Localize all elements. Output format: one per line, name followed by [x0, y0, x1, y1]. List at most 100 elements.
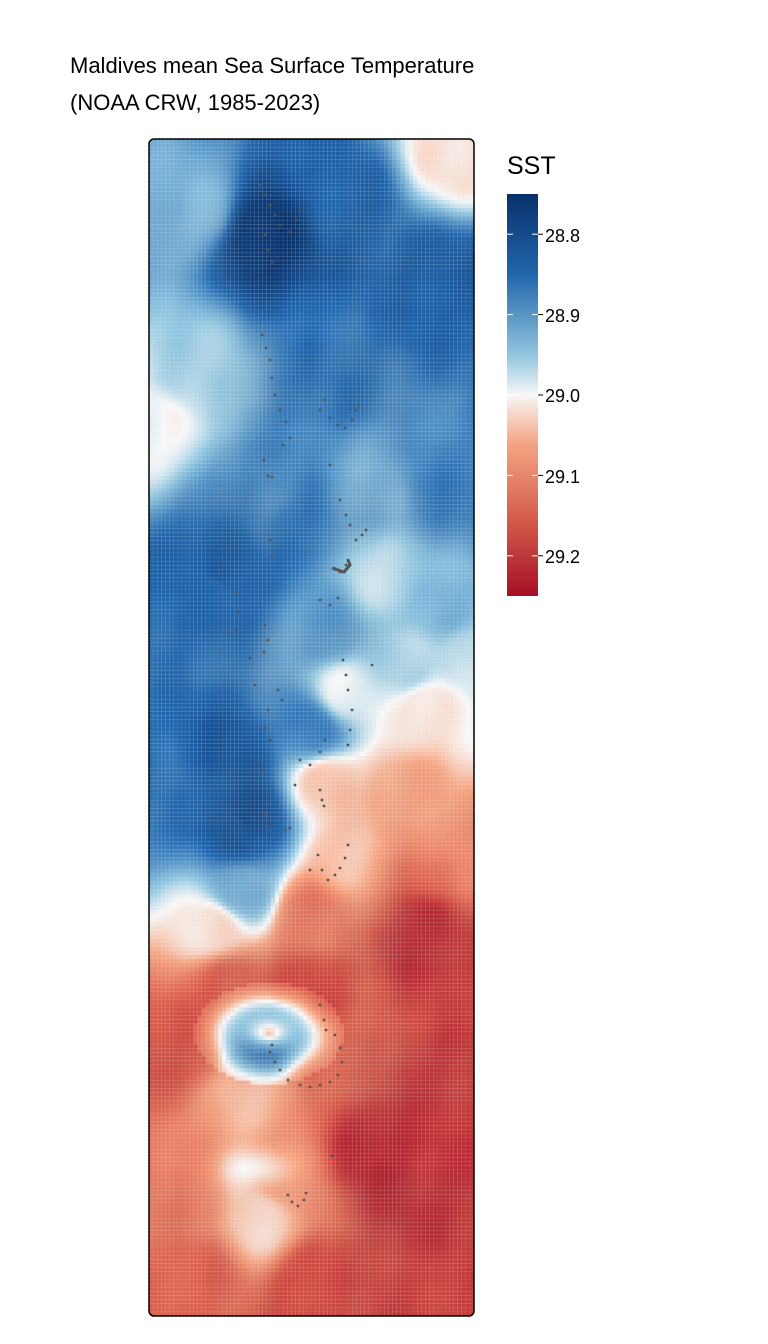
- heatmap-cell: [393, 167, 397, 171]
- heatmap-cell: [324, 192, 328, 196]
- heatmap-cell: [417, 232, 421, 236]
- heatmap-cell: [169, 257, 173, 261]
- heatmap-cell: [320, 240, 324, 244]
- heatmap-cell: [218, 261, 222, 265]
- heatmap-cell: [247, 143, 251, 147]
- heatmap-cell: [429, 297, 433, 301]
- heatmap-cell: [153, 257, 157, 261]
- heatmap-cell: [242, 273, 246, 277]
- heatmap-cell: [190, 314, 194, 318]
- heatmap-cell: [190, 204, 194, 208]
- heatmap-cell: [234, 224, 238, 228]
- heatmap-cell: [316, 143, 320, 147]
- heatmap-cell: [186, 293, 190, 297]
- heatmap-cell: [340, 163, 344, 167]
- heatmap-cell: [437, 232, 441, 236]
- heatmap-cell: [421, 220, 425, 224]
- heatmap-cell: [368, 236, 372, 240]
- heatmap-cell: [194, 184, 198, 188]
- heatmap-cell: [259, 240, 263, 244]
- heatmap-cell: [198, 212, 202, 216]
- heatmap-cell: [393, 309, 397, 313]
- heatmap-cell: [165, 318, 169, 322]
- heatmap-cell: [295, 245, 299, 249]
- heatmap-cell: [194, 216, 198, 220]
- heatmap-cell: [271, 192, 275, 196]
- heatmap-cell: [206, 204, 210, 208]
- heatmap-cell: [283, 314, 287, 318]
- heatmap-cell: [413, 273, 417, 277]
- heatmap-cell: [446, 301, 450, 305]
- heatmap-cell: [303, 200, 307, 204]
- heatmap-cell: [316, 289, 320, 293]
- heatmap-cell: [425, 261, 429, 265]
- heatmap-cell: [425, 228, 429, 232]
- heatmap-cell: [263, 309, 267, 313]
- heatmap-cell: [324, 180, 328, 184]
- heatmap-cell: [186, 305, 190, 309]
- heatmap-cell: [368, 167, 372, 171]
- heatmap-cell: [401, 232, 405, 236]
- heatmap-cell: [372, 236, 376, 240]
- heatmap-cell: [303, 318, 307, 322]
- heatmap-cell: [303, 273, 307, 277]
- heatmap-cell: [190, 281, 194, 285]
- heatmap-cell: [442, 208, 446, 212]
- heatmap-cell: [356, 232, 360, 236]
- heatmap-cell: [344, 184, 348, 188]
- heatmap-cell: [190, 297, 194, 301]
- heatmap-cell: [283, 232, 287, 236]
- heatmap-cell: [462, 309, 466, 313]
- heatmap-cell: [186, 257, 190, 261]
- heatmap-cell: [169, 228, 173, 232]
- heatmap-cell: [198, 277, 202, 281]
- heatmap-cell: [210, 236, 214, 240]
- heatmap-cell: [417, 216, 421, 220]
- heatmap-cell: [242, 212, 246, 216]
- heatmap-cell: [267, 253, 271, 257]
- heatmap-cell: [287, 277, 291, 281]
- heatmap-cell: [230, 314, 234, 318]
- heatmap-cell: [466, 167, 470, 171]
- heatmap-cell: [393, 192, 397, 196]
- heatmap-cell: [360, 253, 364, 257]
- heatmap-cell: [267, 297, 271, 301]
- heatmap-cell: [222, 176, 226, 180]
- heatmap-cell: [328, 151, 332, 155]
- heatmap-cell: [271, 151, 275, 155]
- heatmap-cell: [372, 176, 376, 180]
- heatmap-cell: [437, 159, 441, 163]
- heatmap-cell: [328, 192, 332, 196]
- heatmap-cell: [421, 232, 425, 236]
- heatmap-cell: [271, 305, 275, 309]
- heatmap-cell: [287, 163, 291, 167]
- heatmap-cell: [454, 184, 458, 188]
- heatmap-cell: [299, 232, 303, 236]
- heatmap-cell: [190, 293, 194, 297]
- heatmap-cell: [344, 176, 348, 180]
- heatmap-cell: [222, 196, 226, 200]
- heatmap-cell: [344, 208, 348, 212]
- heatmap-cell: [389, 151, 393, 155]
- heatmap-cell: [206, 232, 210, 236]
- heatmap-cell: [437, 277, 441, 281]
- heatmap-cell: [157, 208, 161, 212]
- heatmap-cell: [153, 155, 157, 159]
- heatmap-cell: [340, 208, 344, 212]
- heatmap-cell: [222, 249, 226, 253]
- heatmap-cell: [206, 301, 210, 305]
- heatmap-cell: [165, 269, 169, 273]
- heatmap-cell: [202, 200, 206, 204]
- heatmap-cell: [165, 212, 169, 216]
- heatmap-cell: [307, 240, 311, 244]
- heatmap-cell: [214, 163, 218, 167]
- heatmap-cell: [202, 220, 206, 224]
- heatmap-cell: [283, 163, 287, 167]
- heatmap-cell: [409, 289, 413, 293]
- heatmap-cell: [401, 151, 405, 155]
- heatmap-cell: [466, 184, 470, 188]
- heatmap-cell: [389, 143, 393, 147]
- heatmap-cell: [182, 305, 186, 309]
- heatmap-cell: [251, 192, 255, 196]
- heatmap-cell: [218, 204, 222, 208]
